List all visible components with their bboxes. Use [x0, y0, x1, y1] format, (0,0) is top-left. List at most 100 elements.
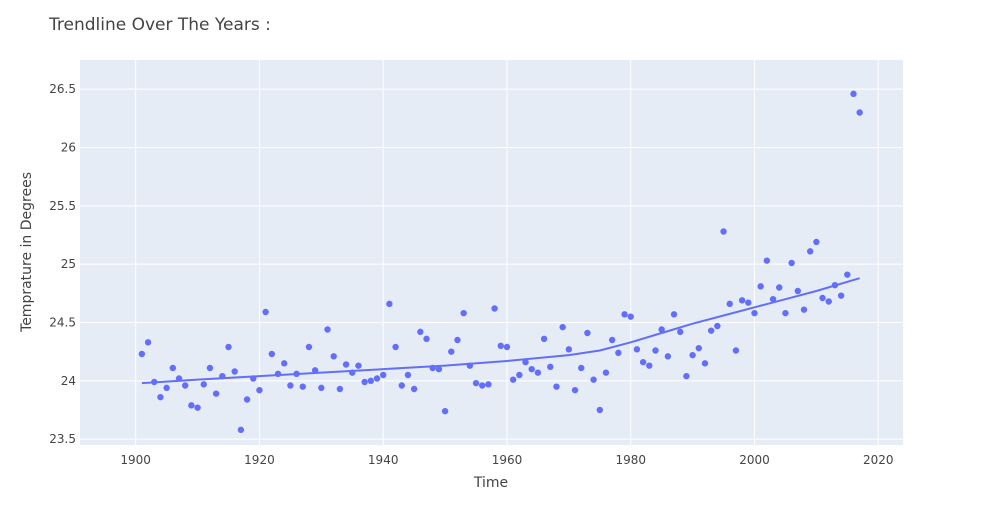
data-point	[633, 346, 641, 353]
data-point	[225, 343, 232, 351]
data-point	[776, 284, 783, 291]
trendline	[141, 277, 860, 385]
data-point	[262, 308, 269, 316]
data-point	[664, 353, 672, 360]
data-point	[850, 90, 857, 98]
data-point	[386, 300, 393, 308]
data-point	[479, 382, 486, 389]
data-point	[639, 358, 647, 366]
data-point	[281, 360, 288, 367]
data-point	[695, 344, 702, 352]
data-point	[602, 369, 610, 376]
data-point	[516, 371, 523, 379]
x-tick-label: 1920	[244, 453, 275, 467]
data-point	[175, 375, 183, 382]
data-point	[485, 381, 492, 388]
y-tick-label: 24	[61, 374, 76, 388]
data-point	[559, 323, 566, 331]
data-point	[831, 281, 839, 289]
data-point	[250, 375, 257, 382]
data-point	[670, 311, 678, 318]
data-point	[615, 349, 622, 357]
y-tick-label: 25.5	[49, 199, 76, 213]
data-point	[590, 376, 597, 383]
data-point	[763, 257, 771, 264]
data-point	[417, 328, 424, 336]
data-point	[318, 384, 325, 392]
data-point	[565, 346, 573, 353]
data-point	[367, 377, 375, 385]
y-tick-label: 25	[61, 257, 76, 271]
y-tick-label: 26	[61, 141, 76, 155]
data-point	[212, 390, 220, 397]
data-point	[522, 358, 529, 366]
data-point	[509, 376, 517, 383]
data-point	[336, 385, 344, 393]
data-point	[757, 283, 764, 290]
data-point	[311, 367, 319, 374]
data-point	[466, 362, 474, 369]
data-point	[738, 297, 746, 304]
data-point	[683, 372, 690, 380]
y-tick-label: 24.5	[49, 316, 76, 330]
data-point	[497, 342, 504, 350]
data-point	[324, 326, 331, 333]
data-point	[349, 369, 356, 376]
data-point	[256, 386, 263, 394]
data-point	[188, 402, 195, 409]
data-point	[528, 365, 535, 373]
data-point	[540, 335, 548, 343]
data-point	[404, 371, 412, 379]
data-point	[837, 292, 845, 299]
data-point	[342, 361, 350, 368]
data-point	[206, 364, 214, 372]
data-point	[726, 300, 733, 308]
data-point	[503, 343, 511, 351]
data-point	[825, 298, 832, 305]
data-point	[627, 313, 634, 320]
data-point	[237, 426, 245, 434]
data-point	[769, 295, 777, 303]
data-point	[856, 109, 863, 116]
data-point	[472, 379, 480, 387]
data-point	[646, 362, 653, 369]
data-point	[732, 347, 740, 354]
data-point	[553, 383, 560, 390]
data-point	[578, 364, 585, 372]
data-point	[219, 372, 226, 380]
x-tick-label: 1980	[615, 453, 646, 467]
data-point	[596, 406, 603, 414]
data-point	[714, 322, 721, 330]
x-axis-label: Time	[473, 475, 508, 491]
data-point	[373, 375, 381, 382]
data-point	[491, 305, 498, 312]
x-tick-label: 1900	[120, 453, 151, 467]
data-point	[677, 328, 684, 336]
data-point	[794, 287, 801, 295]
data-point	[707, 327, 715, 334]
data-point	[788, 259, 795, 267]
data-point	[268, 350, 276, 358]
y-tick-label: 26.5	[49, 82, 76, 96]
x-tick-label: 1960	[492, 453, 523, 467]
data-point	[287, 382, 294, 389]
data-point	[701, 360, 709, 367]
data-point	[330, 353, 337, 360]
data-point	[689, 351, 696, 359]
data-point	[819, 294, 826, 302]
data-point	[460, 309, 467, 317]
data-point	[454, 336, 461, 344]
data-point	[410, 385, 418, 393]
data-point	[547, 363, 554, 371]
data-point	[813, 238, 820, 246]
data-point	[652, 347, 659, 354]
data-point	[151, 378, 158, 386]
data-point	[806, 248, 814, 255]
data-point	[380, 371, 387, 379]
chart-title: Trendline Over The Years :	[48, 15, 271, 35]
data-point	[194, 404, 201, 411]
data-point	[144, 339, 152, 346]
data-point	[274, 370, 282, 378]
data-point	[534, 369, 542, 376]
